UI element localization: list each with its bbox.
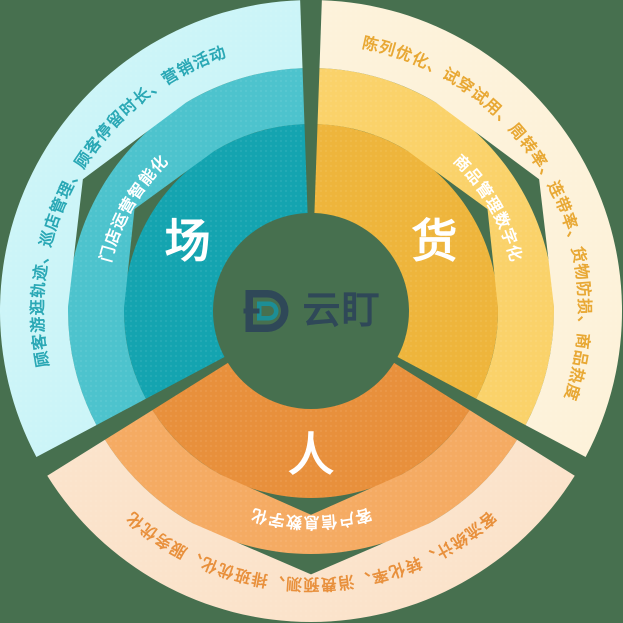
segment-center-label-chang: 场 <box>165 215 211 267</box>
ring-band-texture <box>47 439 575 622</box>
ring-band-texture <box>152 362 470 498</box>
segment-center-label-ren: 人 <box>288 429 334 481</box>
ring-band-texture <box>314 124 499 399</box>
ring-band-texture <box>104 410 518 555</box>
ring-band-texture <box>317 68 555 426</box>
ring-band-texture <box>123 124 308 399</box>
ring-band-texture <box>319 0 623 458</box>
segment-center-label-huo: 货 <box>411 215 457 267</box>
ring-band-texture <box>0 0 303 458</box>
ring-band-texture <box>67 68 305 426</box>
